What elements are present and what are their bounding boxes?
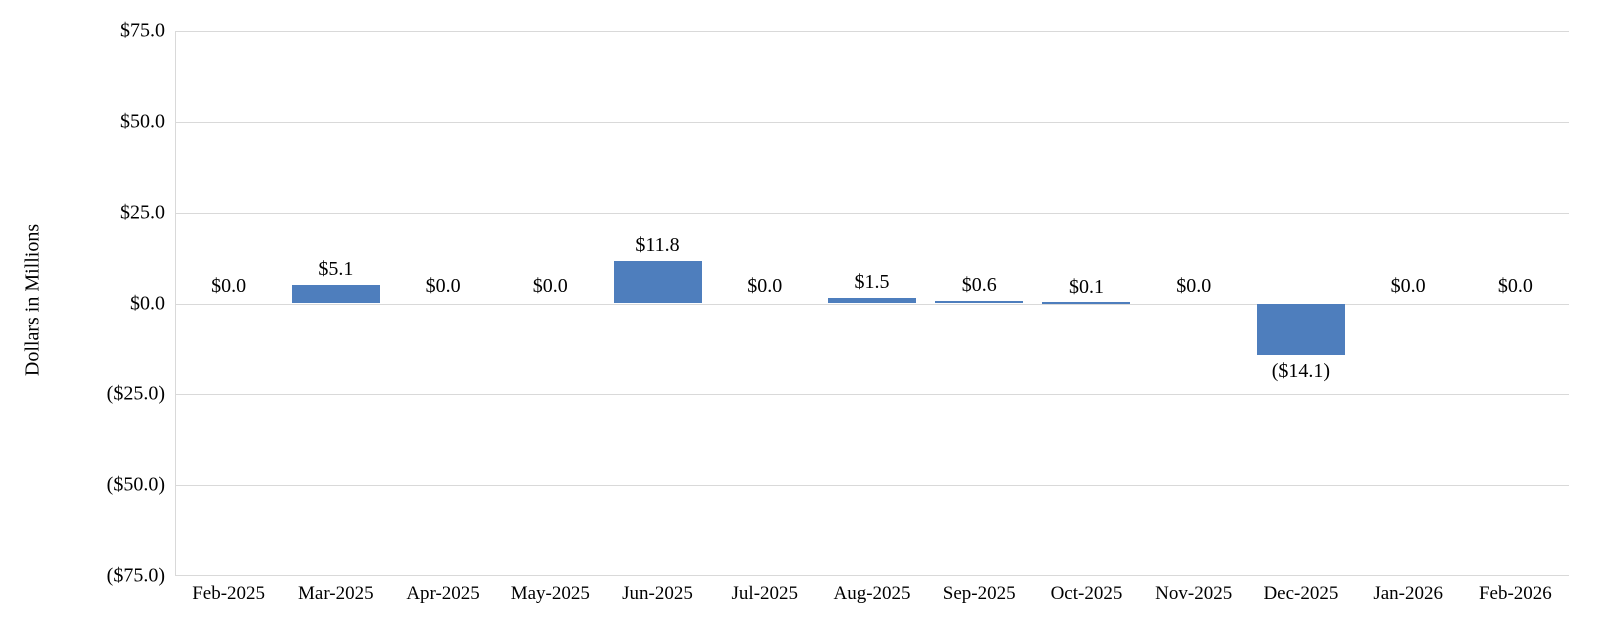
y-tick-label: ($75.0) — [106, 564, 165, 587]
x-axis-label: Jan-2026 — [1373, 583, 1443, 604]
y-tick-label: $25.0 — [120, 201, 165, 224]
y-tick-label: $75.0 — [120, 19, 165, 42]
x-axis-label: Sep-2025 — [942, 583, 1016, 604]
y-tick-label: ($25.0) — [106, 382, 165, 405]
x-axis-label: Oct-2025 — [1050, 583, 1123, 604]
bar-value-label: ($14.1) — [1271, 359, 1331, 382]
bar — [828, 298, 916, 304]
gridline — [175, 121, 1569, 123]
x-axis-label: Apr-2025 — [406, 583, 480, 604]
plot-area: $0.0 $5.1 $0.0 $0.0 $11.8 $0.0 $1.5 $0.6 $0.1 $0.… — [175, 31, 1569, 576]
bar-value-label: $0.0 — [425, 274, 461, 297]
gridline — [175, 394, 1569, 396]
bar — [1042, 302, 1131, 304]
bar-value-label: $5.1 — [318, 257, 354, 280]
bar-value-label: $0.0 — [1390, 274, 1426, 297]
bar — [613, 260, 702, 304]
bar-value-label: $0.0 — [532, 274, 568, 297]
y-tick-label: $50.0 — [120, 110, 165, 133]
gridline — [175, 303, 1569, 305]
x-axis-label: Jul-2025 — [731, 583, 799, 604]
bar — [935, 301, 1024, 304]
bar-value-label: $0.0 — [1176, 274, 1212, 297]
bar-value-label: $0.1 — [1068, 276, 1104, 299]
gridline — [175, 212, 1569, 214]
gridline — [175, 31, 1569, 32]
bar-value-label: $0.0 — [211, 274, 247, 297]
x-axis-label: Mar-2025 — [298, 583, 374, 604]
y-tick-label: ($50.0) — [106, 473, 165, 496]
y-tick-label: $0.0 — [130, 292, 165, 314]
x-axis-label: Aug-2025 — [833, 583, 911, 604]
x-axis-label: May-2025 — [510, 583, 590, 604]
gridline — [175, 575, 1569, 576]
bar-value-label: $0.0 — [1497, 274, 1533, 297]
x-axis-label: Feb-2025 — [192, 583, 266, 604]
bar-value-label: $11.8 — [635, 233, 680, 256]
bar-value-label: $0.6 — [961, 274, 997, 297]
x-axis-label: Dec-2025 — [1263, 583, 1339, 604]
x-axis-label: Feb-2026 — [1478, 583, 1552, 604]
bar — [291, 284, 380, 304]
bar — [1256, 303, 1345, 355]
bar-value-label: $0.0 — [747, 274, 783, 297]
x-axis-label: Nov-2025 — [1155, 583, 1233, 604]
x-axis-label: Jun-2025 — [622, 583, 693, 604]
bar-value-label: $1.5 — [854, 271, 890, 294]
gridline — [175, 485, 1569, 487]
